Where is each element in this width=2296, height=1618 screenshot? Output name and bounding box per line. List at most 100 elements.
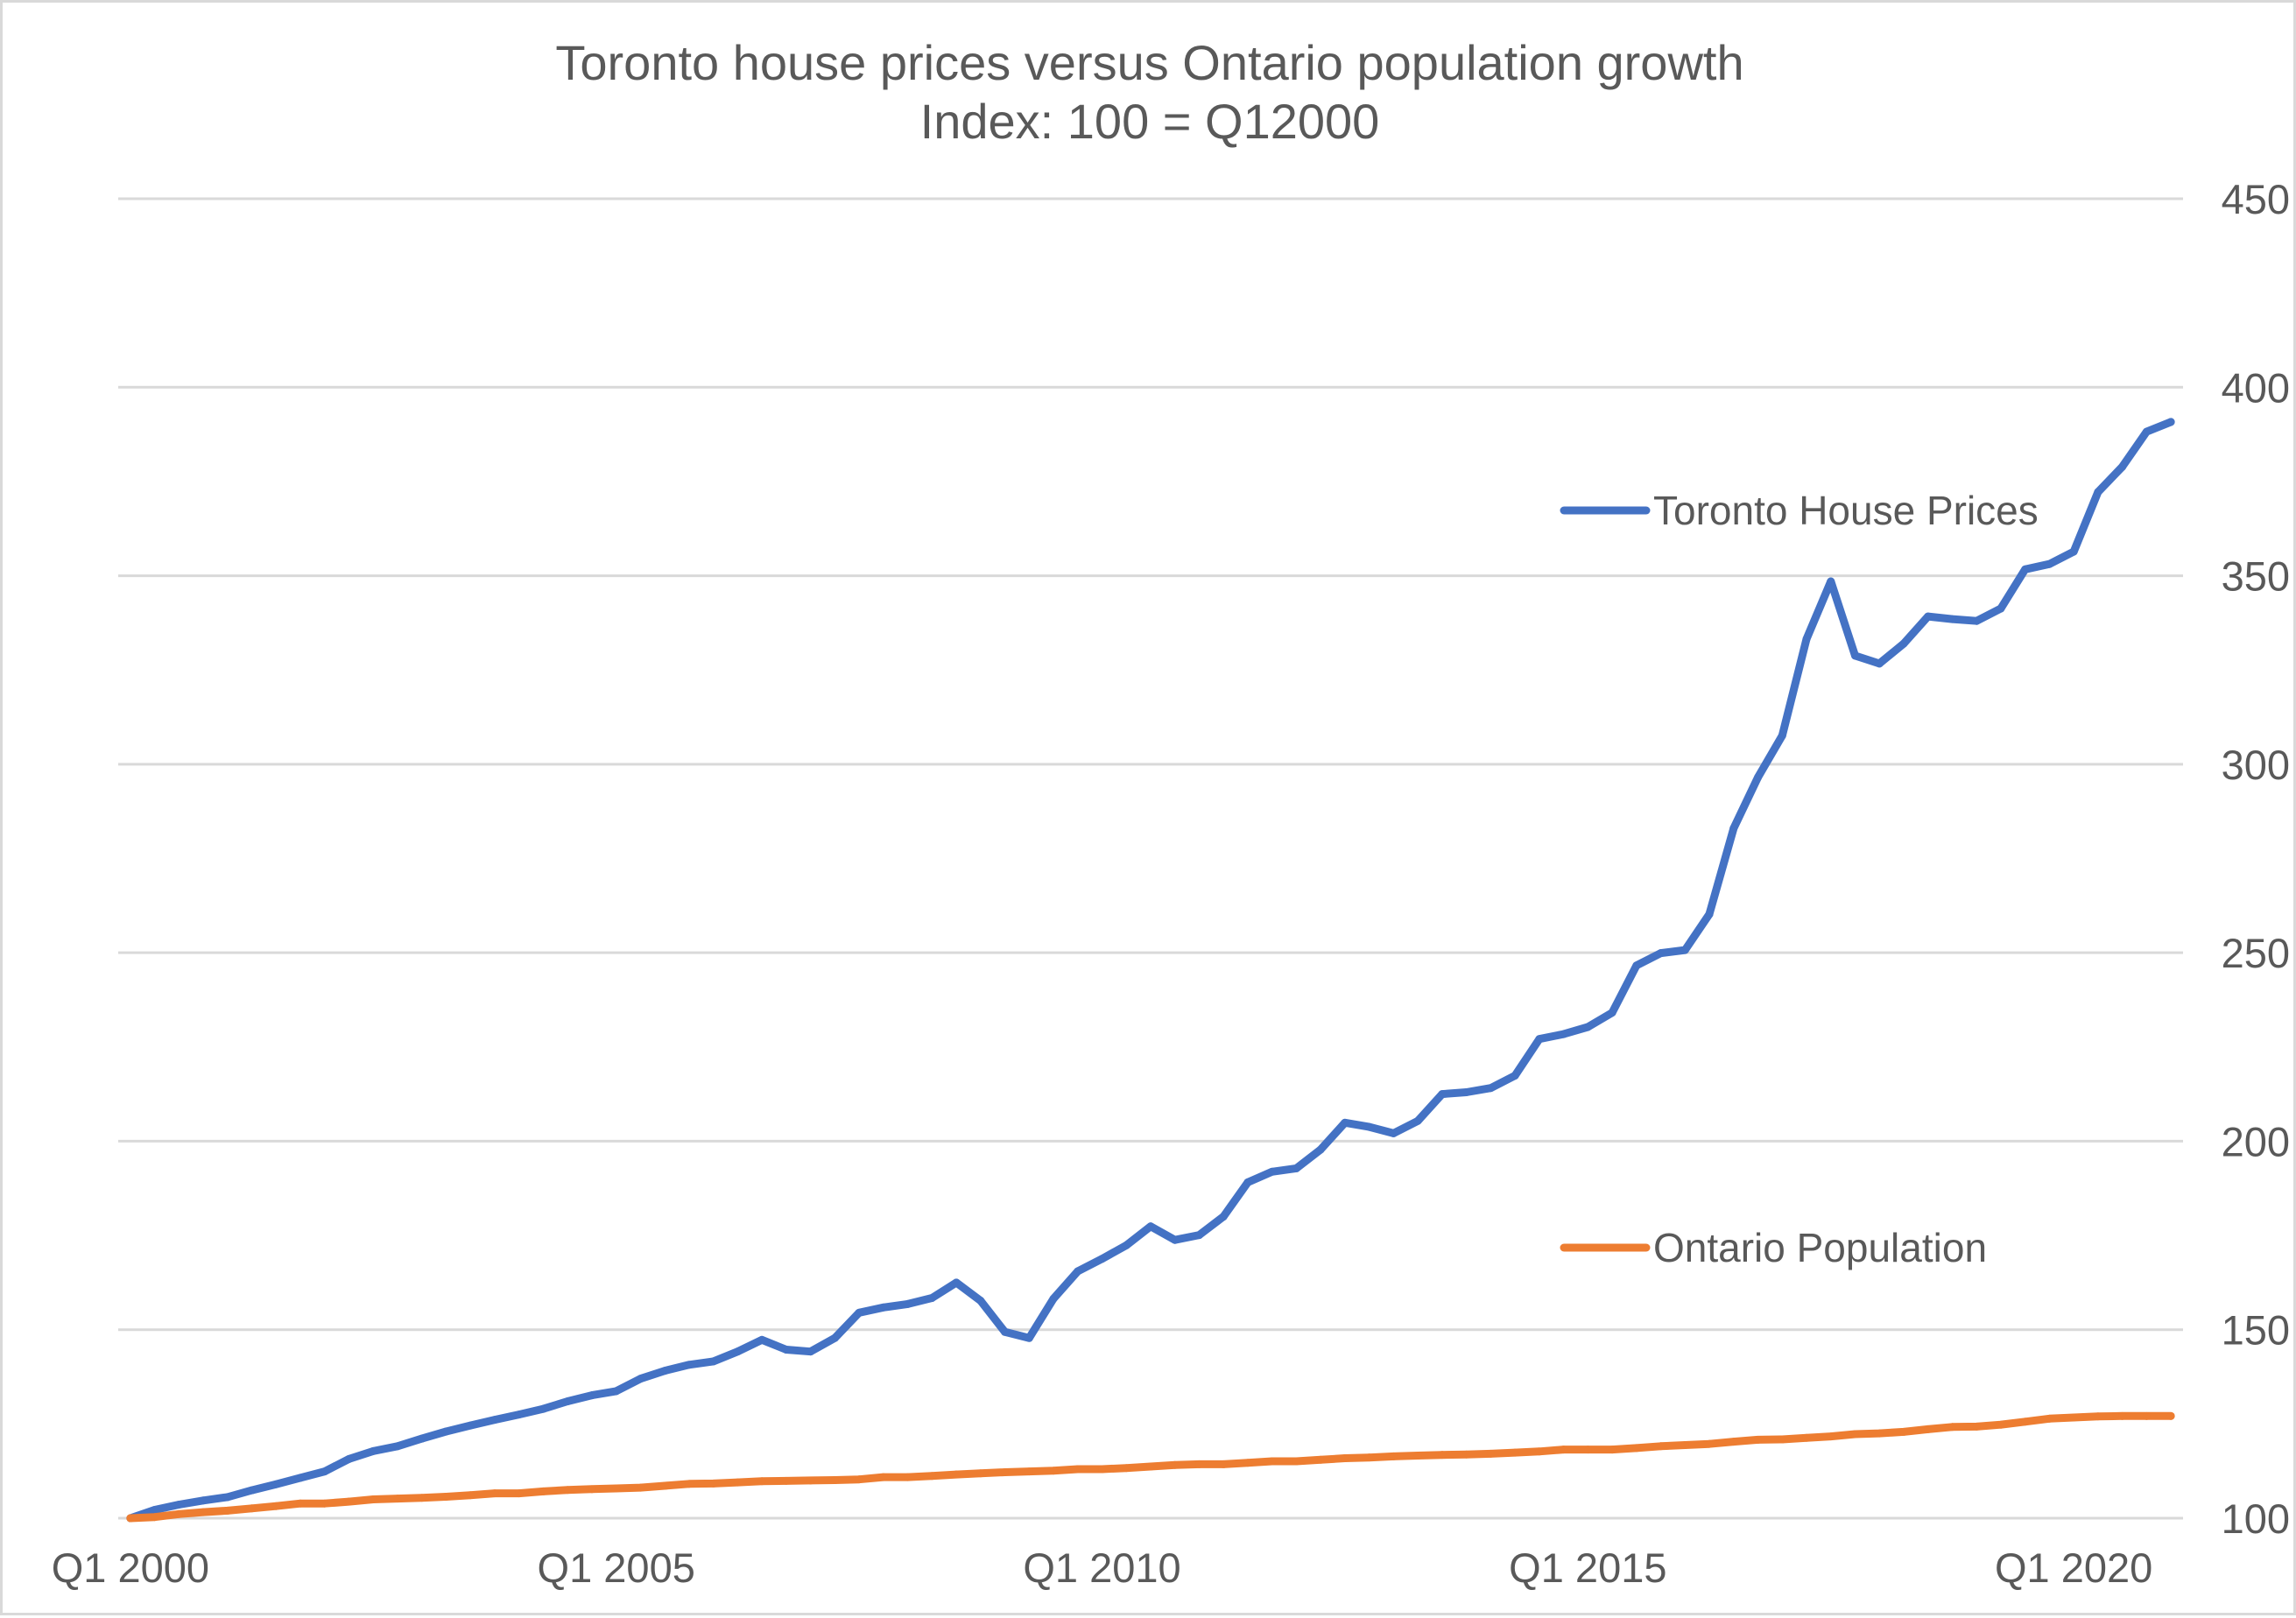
- data-point-ontario-population: [248, 1504, 257, 1513]
- data-point-toronto-house-prices: [442, 1427, 451, 1436]
- data-point-toronto-house-prices: [248, 1486, 257, 1495]
- data-point-ontario-population: [830, 1476, 839, 1485]
- data-point-toronto-house-prices: [1632, 961, 1641, 970]
- data-point-toronto-house-prices: [879, 1303, 888, 1312]
- data-point-toronto-house-prices: [2094, 488, 2102, 496]
- data-point-toronto-house-prices: [1947, 615, 1956, 623]
- data-point-toronto-house-prices: [1997, 604, 2005, 613]
- data-point-ontario-population: [1486, 1449, 1495, 1458]
- data-point-toronto-house-prices: [174, 1500, 183, 1509]
- data-point-ontario-population: [1875, 1429, 1884, 1438]
- series-line-toronto-house-prices: [126, 418, 2175, 1523]
- data-point-ontario-population: [1292, 1457, 1300, 1466]
- data-point-ontario-population: [636, 1483, 644, 1492]
- data-point-toronto-house-prices: [1292, 1164, 1300, 1172]
- data-point-ontario-population: [490, 1489, 499, 1498]
- data-point-toronto-house-prices: [271, 1480, 280, 1488]
- data-point-toronto-house-prices: [1171, 1235, 1180, 1244]
- y-tick-label: 150: [2222, 1307, 2290, 1354]
- legend-item-toronto-house-prices: Toronto House Prices: [1560, 488, 2039, 533]
- data-point-ontario-population: [685, 1480, 694, 1488]
- data-point-ontario-population: [1778, 1435, 1786, 1444]
- data-point-toronto-house-prices: [1535, 1035, 1544, 1044]
- data-point-ontario-population: [1025, 1467, 1033, 1476]
- data-point-toronto-house-prices: [151, 1506, 159, 1515]
- data-point-ontario-population: [1365, 1453, 1374, 1462]
- data-point-ontario-population: [2166, 1411, 2175, 1420]
- data-point-ontario-population: [1146, 1462, 1155, 1471]
- x-tick-label: Q1 2000: [52, 1544, 209, 1591]
- data-point-toronto-house-prices: [1802, 635, 1811, 644]
- data-point-toronto-house-prices: [1754, 773, 1763, 782]
- data-point-ontario-population: [1438, 1451, 1447, 1460]
- data-point-toronto-house-prices: [199, 1496, 208, 1505]
- gridlines: [118, 197, 2183, 1520]
- data-point-ontario-population: [1924, 1425, 1933, 1433]
- data-point-toronto-house-prices: [1074, 1267, 1082, 1276]
- data-point-ontario-population: [1680, 1440, 1689, 1449]
- data-point-toronto-house-prices: [1389, 1129, 1398, 1137]
- legend-item-ontario-population: Ontario Population: [1560, 1225, 1987, 1270]
- data-point-toronto-house-prices: [539, 1404, 547, 1413]
- data-point-ontario-population: [1268, 1457, 1277, 1466]
- data-point-ontario-population: [2021, 1418, 2030, 1426]
- data-point-ontario-population: [563, 1486, 572, 1495]
- data-point-ontario-population: [2045, 1414, 2053, 1423]
- data-point-toronto-house-prices: [1657, 949, 1666, 958]
- data-point-ontario-population: [709, 1479, 718, 1488]
- data-point-ontario-population: [271, 1502, 280, 1510]
- data-point-ontario-population: [296, 1499, 305, 1508]
- data-point-toronto-house-prices: [1462, 1087, 1471, 1096]
- data-point-toronto-house-prices: [1486, 1084, 1495, 1093]
- data-point-toronto-house-prices: [1341, 1118, 1349, 1127]
- data-point-toronto-house-prices: [757, 1335, 766, 1344]
- data-point-ontario-population: [1535, 1447, 1544, 1456]
- data-point-toronto-house-prices: [2166, 418, 2175, 426]
- y-tick-label: 300: [2222, 742, 2290, 788]
- data-point-ontario-population: [1632, 1444, 1641, 1453]
- data-point-ontario-population: [1657, 1442, 1666, 1451]
- data-point-toronto-house-prices: [296, 1474, 305, 1482]
- data-point-ontario-population: [1754, 1435, 1763, 1444]
- data-point-toronto-house-prices: [1438, 1090, 1447, 1099]
- data-point-toronto-house-prices: [1511, 1072, 1519, 1080]
- data-point-ontario-population: [1729, 1438, 1738, 1446]
- y-tick-label: 250: [2222, 930, 2290, 976]
- data-point-toronto-house-prices: [1560, 1030, 1568, 1038]
- data-point-toronto-house-prices: [223, 1493, 232, 1502]
- y-tick-label: 400: [2222, 364, 2290, 411]
- legend-label-ontario-population: Ontario Population: [1653, 1225, 1987, 1270]
- data-point-toronto-house-prices: [1146, 1222, 1155, 1231]
- data-point-toronto-house-prices: [733, 1347, 742, 1356]
- y-tick-label: 450: [2222, 176, 2290, 222]
- data-point-ontario-population: [418, 1494, 426, 1502]
- data-point-ontario-population: [782, 1476, 791, 1485]
- data-point-ontario-population: [1462, 1450, 1471, 1459]
- data-point-toronto-house-prices: [1413, 1116, 1422, 1125]
- data-point-toronto-house-prices: [612, 1387, 621, 1396]
- data-point-ontario-population: [151, 1513, 159, 1522]
- data-point-toronto-house-prices: [1316, 1145, 1325, 1154]
- data-point-ontario-population: [927, 1472, 936, 1481]
- data-point-toronto-house-prices: [1875, 659, 1884, 668]
- data-point-ontario-population: [1171, 1460, 1180, 1469]
- data-point-toronto-house-prices: [855, 1308, 863, 1317]
- x-tick-label: Q1 2010: [1023, 1544, 1180, 1591]
- data-point-toronto-house-prices: [2118, 462, 2127, 471]
- data-point-toronto-house-prices: [1219, 1213, 1228, 1221]
- data-point-toronto-house-prices: [466, 1421, 475, 1430]
- data-point-toronto-house-prices: [1705, 910, 1714, 918]
- data-point-toronto-house-prices: [1365, 1122, 1374, 1131]
- data-point-toronto-house-prices: [393, 1442, 402, 1451]
- data-point-toronto-house-prices: [2021, 565, 2030, 573]
- line-chart: Toronto house prices versus Ontario popu…: [52, 35, 2290, 1591]
- data-point-toronto-house-prices: [636, 1375, 644, 1383]
- data-point-toronto-house-prices: [563, 1397, 572, 1406]
- data-point-ontario-population: [515, 1489, 524, 1498]
- data-point-toronto-house-prices: [685, 1361, 694, 1369]
- data-point-ontario-population: [1219, 1460, 1228, 1468]
- data-point-toronto-house-prices: [782, 1346, 791, 1354]
- data-point-toronto-house-prices: [1243, 1178, 1252, 1186]
- data-point-ontario-population: [1802, 1433, 1811, 1442]
- data-point-toronto-house-prices: [1850, 651, 1859, 660]
